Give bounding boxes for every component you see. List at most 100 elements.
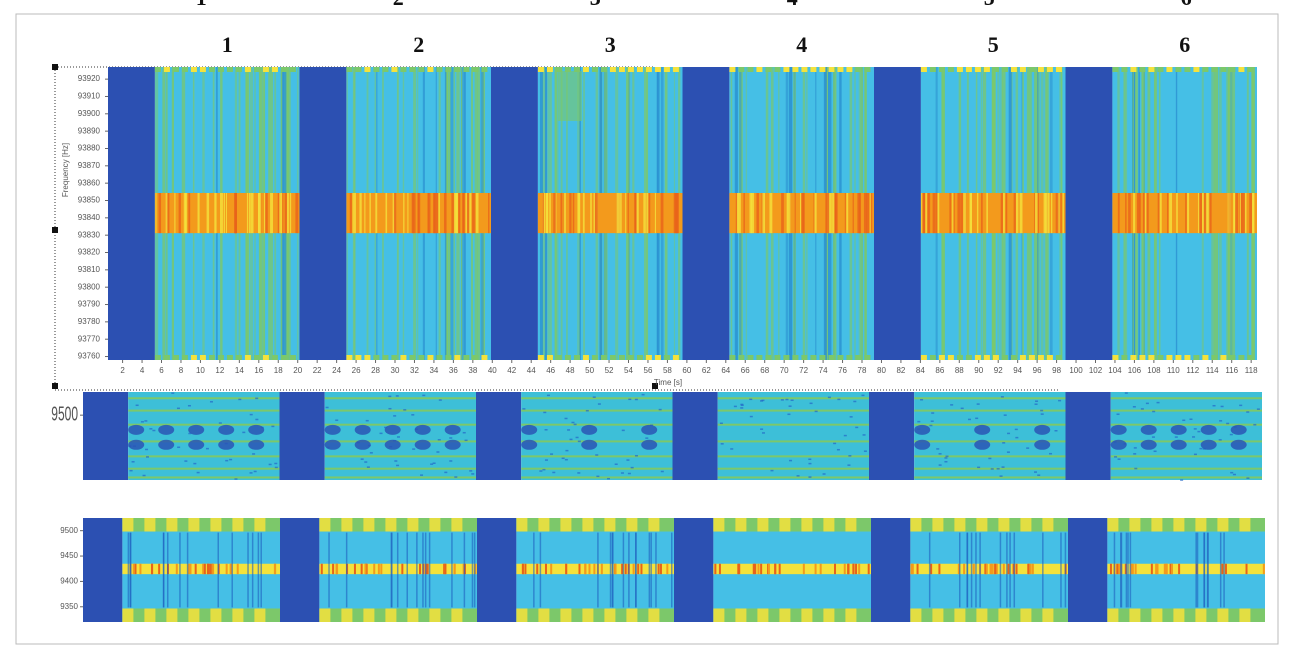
band-stripe [1147, 193, 1149, 233]
spectrum-dot [184, 460, 187, 462]
spectrum-dot [720, 423, 723, 425]
spectrum-dot [944, 461, 947, 463]
edge-cell [574, 67, 580, 72]
spectrum-dot [1117, 414, 1120, 416]
spectrum-dot [539, 470, 542, 472]
edge-cell [538, 67, 544, 72]
spectrum-dot [607, 478, 610, 480]
band-stripe [569, 193, 571, 233]
band-stripe [185, 193, 187, 233]
spectrum-stripe [397, 533, 399, 608]
spectrum-stripe [187, 533, 189, 608]
spectrum-patch [558, 71, 582, 121]
edge-cell [592, 355, 598, 360]
edge-cell [1056, 67, 1062, 72]
edge-cell [429, 608, 440, 622]
spectrum-dot [439, 399, 442, 401]
gap-block [1068, 518, 1107, 622]
spectrum-blob [158, 425, 174, 435]
band-stripe [1008, 564, 1010, 574]
edge-cell [648, 608, 659, 622]
spectrum-dot [1175, 436, 1178, 438]
edge-cell [966, 67, 972, 72]
edge-cell [845, 608, 856, 622]
spectrum-blob [1201, 425, 1217, 435]
band-stripe [332, 564, 334, 574]
spectrum-line [718, 424, 869, 426]
spectrum-dot [254, 471, 257, 473]
spectrum-dot [367, 466, 370, 468]
edge-cell [341, 608, 352, 622]
spectrum-stripe [1127, 533, 1129, 608]
gap-block [108, 67, 155, 360]
edge-cell [783, 67, 789, 72]
spectrum-dot [791, 400, 794, 402]
band-stripe [619, 193, 621, 233]
edge-cell [565, 67, 571, 72]
edge-cell [427, 355, 433, 360]
edge-cell [823, 518, 834, 532]
edge-cell [1157, 67, 1163, 72]
band-stripe [1038, 193, 1039, 233]
band-stripe [625, 193, 626, 233]
edge-cell [1020, 355, 1026, 360]
band-stripe [1045, 193, 1048, 233]
band-stripe [287, 193, 289, 233]
band-stripe [1178, 564, 1180, 574]
edge-cell [209, 67, 215, 72]
x-tick-label: 82 [896, 366, 905, 375]
edge-cell [481, 67, 487, 72]
spectrum-dot [833, 443, 836, 445]
spectrum-stripe [979, 533, 981, 608]
band-stripe [781, 193, 784, 233]
spectrum-dot [593, 396, 596, 398]
spectrum-dot [145, 449, 148, 451]
band-stripe [949, 193, 951, 233]
band-stripe [279, 193, 282, 233]
spectrum-stripe [328, 533, 330, 608]
y-tick-label: 93770 [78, 334, 101, 343]
edge-cell [998, 518, 1009, 532]
band-stripe [820, 564, 822, 574]
spectrum-dot [861, 395, 864, 397]
band-stripe [928, 193, 930, 233]
spectrum-stripe [167, 533, 169, 608]
edge-cell [948, 355, 954, 360]
y-tick-label: 93880 [78, 144, 101, 153]
band-stripe [933, 193, 936, 233]
edge-cell [779, 608, 790, 622]
band-stripe [270, 193, 273, 233]
band-stripe [762, 193, 765, 233]
band-stripe [814, 193, 816, 233]
band-stripe [1235, 193, 1238, 233]
spectrum-dot [1125, 392, 1128, 394]
spectrum-dot [366, 420, 369, 422]
band-stripe [1221, 564, 1223, 574]
edge-cell [218, 67, 224, 72]
spectrum-dot [438, 439, 441, 441]
spectrum-dot [596, 476, 599, 478]
band-stripe [1133, 193, 1135, 233]
band-stripe [436, 193, 439, 233]
edge-cell [966, 355, 972, 360]
band-stripe [1016, 564, 1018, 574]
edge-cell [783, 355, 789, 360]
spectrum-dot [1041, 413, 1044, 415]
band-stripe [640, 564, 642, 574]
band-stripe [560, 193, 562, 233]
spectrum-dot [631, 467, 634, 469]
band-stripe [779, 564, 781, 574]
spectrum-dot [397, 436, 400, 438]
spectrum-dot [188, 405, 191, 407]
edge-cell [382, 67, 388, 72]
edge-cell [604, 518, 615, 532]
edge-cell [1166, 67, 1172, 72]
spectrum-stripe [464, 533, 466, 608]
spectrum-dot [750, 416, 753, 418]
edge-cell [738, 67, 744, 72]
x-tick-label: 70 [780, 366, 789, 375]
edge-cell [436, 67, 442, 72]
edge-cell [1239, 518, 1250, 532]
edge-cell [1217, 608, 1228, 622]
edge-cell [409, 67, 415, 72]
